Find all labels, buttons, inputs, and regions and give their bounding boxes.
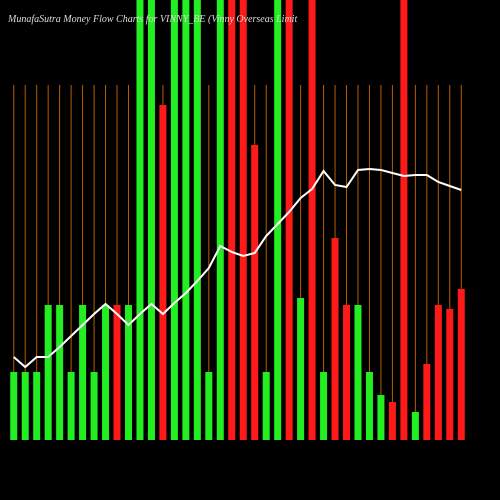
bar xyxy=(56,305,64,440)
money-flow-line xyxy=(13,167,462,369)
bar xyxy=(205,372,213,440)
bar xyxy=(228,0,236,440)
bar xyxy=(331,238,339,440)
bar xyxy=(365,372,373,440)
bar xyxy=(79,305,87,440)
bar xyxy=(388,402,396,440)
bar xyxy=(113,305,121,440)
bar xyxy=(354,305,362,440)
bar xyxy=(262,372,270,440)
bar xyxy=(457,289,465,440)
bar xyxy=(434,305,442,440)
bar xyxy=(411,412,419,440)
bar xyxy=(136,0,144,440)
plot xyxy=(10,0,465,440)
bar xyxy=(308,0,316,440)
bar xyxy=(343,305,351,440)
bar xyxy=(10,372,18,440)
bar xyxy=(159,105,167,440)
bar xyxy=(102,305,110,440)
chart-title: MunafaSutra Money Flow Charts for VINNY_… xyxy=(7,14,297,25)
bar xyxy=(182,0,190,440)
bar xyxy=(216,0,224,440)
bar xyxy=(170,0,178,440)
bar xyxy=(193,0,201,440)
bar xyxy=(423,364,431,440)
bar xyxy=(285,0,293,440)
bar xyxy=(147,0,155,440)
bar xyxy=(67,372,75,440)
bar xyxy=(274,0,282,440)
bar xyxy=(239,0,247,440)
bar xyxy=(21,372,29,440)
bar xyxy=(33,372,41,440)
bar xyxy=(400,0,408,440)
bar xyxy=(320,372,328,440)
bar xyxy=(297,298,305,440)
bar xyxy=(124,305,132,440)
bar xyxy=(90,372,98,440)
bar xyxy=(44,305,52,440)
bar xyxy=(446,309,454,440)
bar xyxy=(377,395,385,440)
bar xyxy=(251,145,259,440)
